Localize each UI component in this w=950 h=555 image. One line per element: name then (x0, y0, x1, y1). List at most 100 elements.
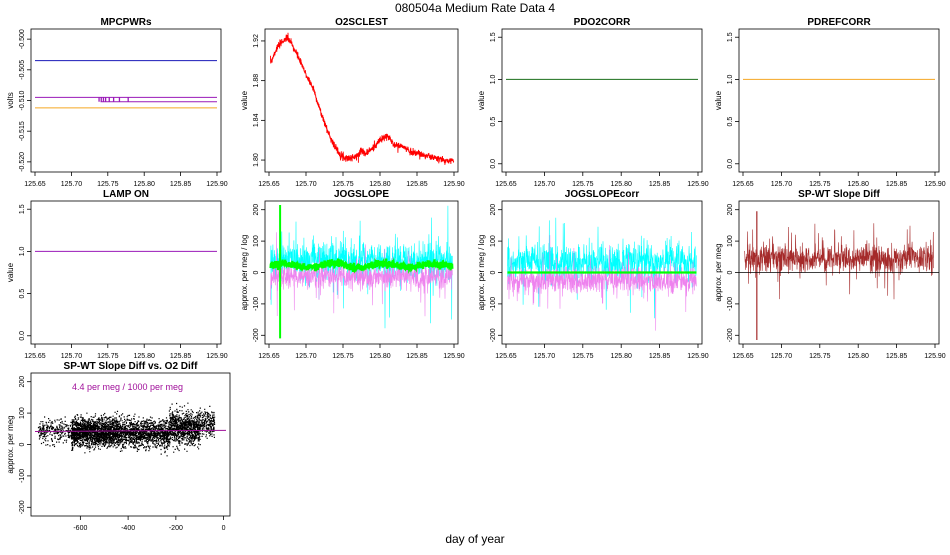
y-tick-label: 1.0 (19, 246, 26, 256)
panel-title: O2SCLEST (335, 17, 388, 28)
x-tick-label: 125.85 (649, 181, 671, 188)
x-tick-label: 125.90 (924, 353, 946, 360)
x-tick-label: 125.90 (443, 181, 465, 188)
x-tick-label: 125.65 (495, 181, 517, 188)
panel-pdrefcorr: PDREFCORR 125.65 125.70 125.75 125.80 125.85 1… (714, 17, 946, 188)
x-tick-label: 125.80 (133, 353, 155, 360)
plot-frame (738, 28, 940, 173)
fit-line (34, 429, 227, 432)
panel-scatter: SP-WT Slope Diff vs. O2 Diff -600 -400 -200… (6, 361, 231, 532)
panel-title: PDO2CORR (574, 17, 631, 28)
x-tick-label: 125.90 (687, 353, 709, 360)
x-tick-label: 125.90 (924, 181, 946, 188)
y-tick-label: 0 (253, 270, 260, 274)
x-tick-label: 125.90 (443, 353, 465, 360)
x-tick-label: 125.85 (406, 181, 428, 188)
y-tick-label: -100 (19, 469, 26, 483)
x-tick-label: -600 (73, 525, 87, 532)
x-tick-label: 125.65 (24, 353, 46, 360)
x-tick-label: 125.80 (133, 181, 155, 188)
y-tick-label: 1.80 (253, 153, 260, 167)
x-tick-label: 0 (222, 525, 226, 532)
x-tick-label: 125.75 (809, 353, 831, 360)
y-tick-label: 200 (490, 204, 497, 216)
x-tick-label: 125.85 (406, 353, 428, 360)
y-tick-label: -200 (253, 328, 260, 342)
y-tick-label: -200 (490, 328, 497, 342)
x-tick-label: 125.65 (24, 181, 46, 188)
panel-lampon: LAMP ON 125.65 125.70 125.75 125.80 125.85 125… (6, 189, 228, 360)
x-tick-label: 125.80 (610, 353, 632, 360)
plot-frame (264, 28, 459, 173)
y-tick-label: 1.0 (727, 74, 734, 84)
x-tick-label: 125.90 (206, 181, 228, 188)
series-o2sclest (270, 32, 455, 165)
plot-frame (30, 200, 222, 345)
y-tick-label: -100 (490, 297, 497, 311)
x-tick-label: 125.75 (332, 181, 354, 188)
plot-data (269, 205, 454, 339)
panel-title: JOGSLOPEcorr (565, 189, 640, 200)
y-axis-label: approx. per meg / log (240, 235, 249, 311)
panel-pdo2corr: PDO2CORR 125.65 125.70 125.75 125.80 125.85 12… (477, 17, 709, 188)
x-tick-label: -400 (121, 525, 135, 532)
scatter-points (37, 402, 216, 457)
x-tick-label: 125.65 (732, 353, 754, 360)
x-tick-label: 125.70 (295, 181, 317, 188)
figure-x-label: day of year (445, 532, 504, 546)
y-tick-label: 1.5 (19, 204, 26, 214)
y-tick-label: -200 (727, 328, 734, 342)
y-tick-label: -100 (253, 297, 260, 311)
y-tick-label: 0 (490, 270, 497, 274)
plot-data (739, 211, 939, 340)
series-cyan (507, 217, 697, 319)
panel-jogslope: JOGSLOPE 125.65 125.70 125.75 125.80 125.85 12… (240, 189, 465, 360)
x-tick-label: 125.85 (886, 353, 908, 360)
x-tick-label: 125.80 (847, 181, 869, 188)
y-tick-label: 1.5 (490, 32, 497, 42)
plot-data (270, 32, 455, 165)
y-tick-label: 100 (19, 407, 26, 419)
x-tick-label: 125.70 (534, 353, 556, 360)
fit-annotation: 4.4 per meg / 1000 per meg (72, 382, 183, 392)
y-tick-label: 0 (19, 442, 26, 446)
y-axis-label: volts (6, 92, 15, 108)
x-tick-label: 125.70 (61, 353, 83, 360)
y-tick-label: -0.510 (19, 90, 26, 110)
plot-data (507, 217, 697, 331)
y-tick-label: 0.0 (19, 331, 26, 341)
x-tick-label: 125.90 (206, 353, 228, 360)
y-axis-label: value (714, 90, 723, 110)
panels: MPCPWRs 125.65 125.70 125.75 125.80 125.85 125… (6, 17, 946, 532)
panel-spwtdiff: SP-WT Slope Diff 125.65 125.70 125.75 125.80… (714, 189, 946, 360)
y-tick-label: -200 (19, 500, 26, 514)
x-tick-label: 125.70 (771, 353, 793, 360)
panel-title: PDREFCORR (807, 17, 871, 28)
y-axis-label: approx. per meg / log (477, 235, 486, 311)
y-tick-label: -0.520 (19, 152, 26, 172)
plot-frame (738, 200, 940, 345)
x-tick-label: 125.65 (258, 353, 280, 360)
x-tick-label: 125.85 (886, 181, 908, 188)
y-tick-label: 1.0 (490, 74, 497, 84)
series-violet (507, 235, 697, 331)
y-tick-label: 0.5 (19, 289, 26, 299)
y-tick-label: -0.515 (19, 121, 26, 141)
x-tick-label: 125.80 (369, 353, 391, 360)
x-tick-label: 125.85 (170, 181, 192, 188)
y-tick-label: 0.0 (727, 159, 734, 169)
y-tick-label: 1.88 (253, 74, 260, 88)
panel-title: SP-WT Slope Diff (798, 189, 880, 200)
y-tick-label: 1.92 (253, 34, 260, 48)
x-tick-label: 125.75 (97, 181, 119, 188)
x-tick-label: 125.85 (170, 353, 192, 360)
y-tick-label: 0.5 (490, 117, 497, 127)
y-tick-label: 200 (19, 376, 26, 388)
panel-title: MPCPWRs (100, 17, 152, 28)
x-tick-label: 125.80 (369, 181, 391, 188)
y-tick-label: -0.500 (19, 29, 26, 49)
plot-data (35, 60, 217, 109)
y-axis-label: value (6, 262, 15, 282)
plot-data (34, 402, 227, 457)
